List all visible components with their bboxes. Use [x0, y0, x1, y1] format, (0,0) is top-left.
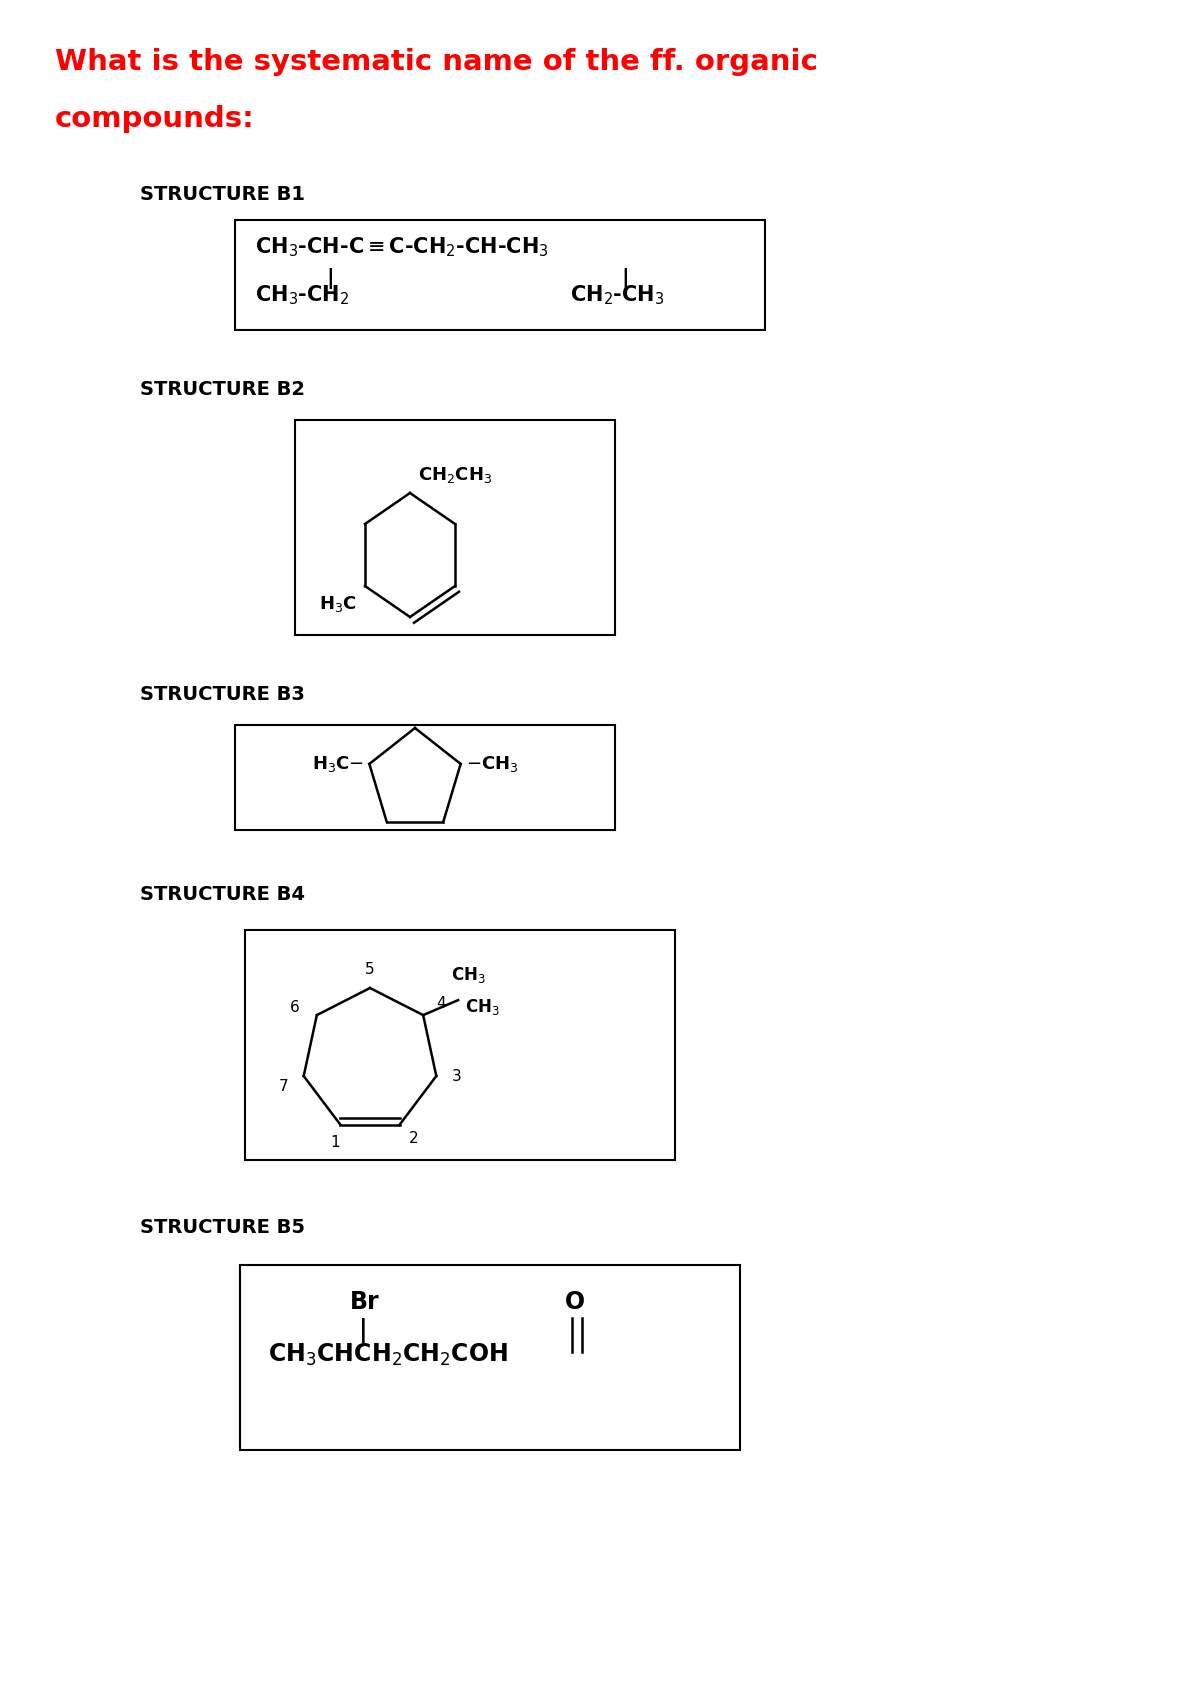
- Bar: [235, 221, 766, 329]
- Text: CH$_3$-CH-C$\equiv$C-CH$_2$-CH-CH$_3$: CH$_3$-CH-C$\equiv$C-CH$_2$-CH-CH$_3$: [256, 234, 548, 258]
- Bar: [240, 1264, 740, 1449]
- Text: STRUCTURE B2: STRUCTURE B2: [140, 380, 305, 399]
- Text: 7: 7: [278, 1079, 288, 1093]
- Text: STRUCTURE B4: STRUCTURE B4: [140, 886, 305, 905]
- Text: CH$_3$-CH$_2$: CH$_3$-CH$_2$: [256, 283, 349, 307]
- Text: CH$_3$: CH$_3$: [451, 966, 486, 986]
- Text: 5: 5: [365, 962, 374, 977]
- Text: 6: 6: [290, 1000, 300, 1015]
- Text: CH$_3$: CH$_3$: [466, 998, 500, 1017]
- Text: Br: Br: [350, 1290, 379, 1313]
- Bar: [295, 419, 616, 635]
- Text: STRUCTURE B3: STRUCTURE B3: [140, 686, 305, 704]
- Text: 2: 2: [409, 1132, 419, 1147]
- Text: STRUCTURE B5: STRUCTURE B5: [140, 1218, 305, 1237]
- Text: O: O: [565, 1290, 586, 1313]
- Text: H$_3$C: H$_3$C: [319, 594, 356, 614]
- Text: CH$_2$-CH$_3$: CH$_2$-CH$_3$: [570, 283, 665, 307]
- Text: compounds:: compounds:: [55, 105, 254, 132]
- Text: $-$CH$_3$: $-$CH$_3$: [466, 753, 518, 774]
- Text: |: |: [359, 1319, 367, 1342]
- Text: 4: 4: [437, 996, 446, 1011]
- Text: H$_3$C$-$: H$_3$C$-$: [312, 753, 365, 774]
- Text: |: |: [326, 268, 334, 288]
- Text: CH$_3$CHCH$_2$CH$_2$COH: CH$_3$CHCH$_2$CH$_2$COH: [268, 1342, 508, 1368]
- Text: 3: 3: [451, 1069, 461, 1083]
- Text: STRUCTURE B1: STRUCTURE B1: [140, 185, 305, 204]
- Text: What is the systematic name of the ff. organic: What is the systematic name of the ff. o…: [55, 48, 818, 76]
- Text: |: |: [622, 268, 629, 288]
- Bar: [245, 930, 674, 1161]
- Bar: [235, 725, 616, 830]
- Text: 1: 1: [331, 1135, 341, 1151]
- Text: CH$_2$CH$_3$: CH$_2$CH$_3$: [418, 465, 492, 485]
